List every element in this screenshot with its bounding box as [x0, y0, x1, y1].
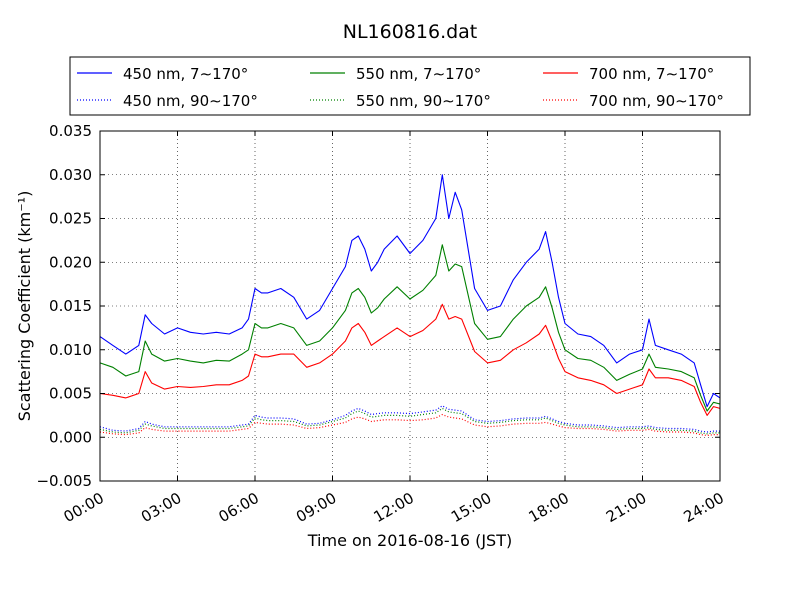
y-tick-label: 0.000: [49, 428, 92, 446]
x-axis-label: Time on 2016-08-16 (JST): [307, 531, 512, 550]
series-line-1: [99, 244, 721, 412]
y-tick-label: 0.015: [49, 297, 92, 315]
y-tick-label: 0.005: [49, 385, 92, 403]
legend-label-0: 450 nm, 7∼170°: [123, 65, 248, 83]
y-tick-label: 0.020: [49, 253, 92, 271]
legend-label-1: 550 nm, 7∼170°: [356, 65, 481, 83]
series-line-3: [99, 405, 720, 433]
series-line-2: [99, 303, 721, 416]
series-line-5: [99, 413, 720, 437]
legend-label-4: 550 nm, 90∼170°: [356, 92, 491, 110]
series-line-0: [99, 174, 721, 408]
legend-label-5: 700 nm, 90∼170°: [589, 92, 724, 110]
y-tick-label: 0.025: [49, 210, 92, 228]
y-tick-label: −0.005: [36, 472, 92, 490]
chart-title: NL160816.dat: [343, 21, 478, 43]
legend-label-2: 700 nm, 7∼170°: [589, 65, 714, 83]
legend-box: [69, 56, 751, 116]
y-tick-label: 0.010: [49, 341, 92, 359]
legend: 450 nm, 7∼170° 450 nm, 90∼170° 550 nm, 7∼1…: [69, 56, 751, 116]
legend-label-3: 450 nm, 90∼170°: [123, 92, 258, 110]
y-tick-label: 0.035: [49, 122, 92, 140]
plot-series: [99, 174, 721, 437]
y-axis-label: Scattering Coefficient (km⁻¹): [15, 191, 34, 422]
y-tick-label: 0.030: [49, 166, 92, 184]
